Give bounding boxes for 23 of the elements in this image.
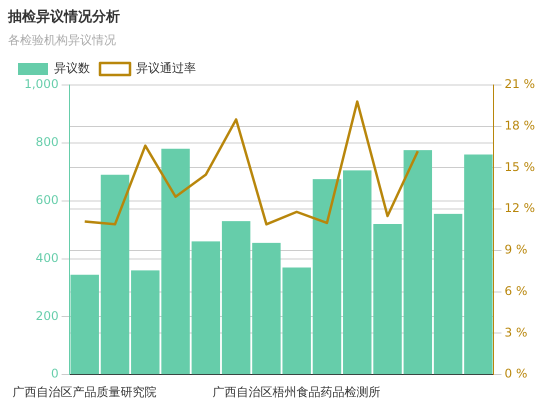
- y2-tick-label: 15 %: [504, 160, 536, 174]
- chart-subtitle: 各检验机构异议情况: [8, 32, 117, 49]
- x-tick-label: 广西自治区梧州食品药品检测所: [212, 384, 381, 399]
- legend-label: 异议通过率: [136, 61, 196, 76]
- y-tick-label: 800: [36, 135, 59, 150]
- y2-tick-label: 12 %: [504, 201, 536, 216]
- x-tick-label: 广西自治区产品质量研究院: [12, 384, 157, 399]
- y2-tick-label: 3 %: [504, 325, 528, 340]
- bar: [131, 270, 160, 374]
- y2-tick-label: 6 %: [504, 284, 528, 298]
- y-tick-label: 400: [36, 250, 59, 265]
- y-tick-label: 1,000: [24, 77, 59, 92]
- bar: [100, 174, 130, 374]
- y2-tick-label: 9 %: [504, 242, 528, 257]
- y2-tick-label: 21 %: [504, 77, 536, 92]
- chart-title: 抽检异议情况分析: [8, 8, 121, 26]
- y-tick-label: 200: [36, 308, 59, 323]
- legend-label: 异议数: [54, 61, 90, 76]
- y-tick-label: 0: [50, 366, 59, 381]
- y-tick-label: 600: [36, 192, 59, 207]
- y2-tick-label: 18 %: [504, 118, 536, 132]
- y2-tick-label: 0 %: [504, 366, 528, 381]
- bar: [343, 170, 372, 374]
